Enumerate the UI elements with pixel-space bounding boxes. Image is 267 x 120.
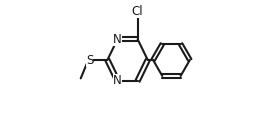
Text: Cl: Cl: [132, 5, 143, 18]
Text: N: N: [113, 74, 122, 87]
Text: N: N: [113, 33, 122, 46]
Text: S: S: [86, 54, 93, 66]
